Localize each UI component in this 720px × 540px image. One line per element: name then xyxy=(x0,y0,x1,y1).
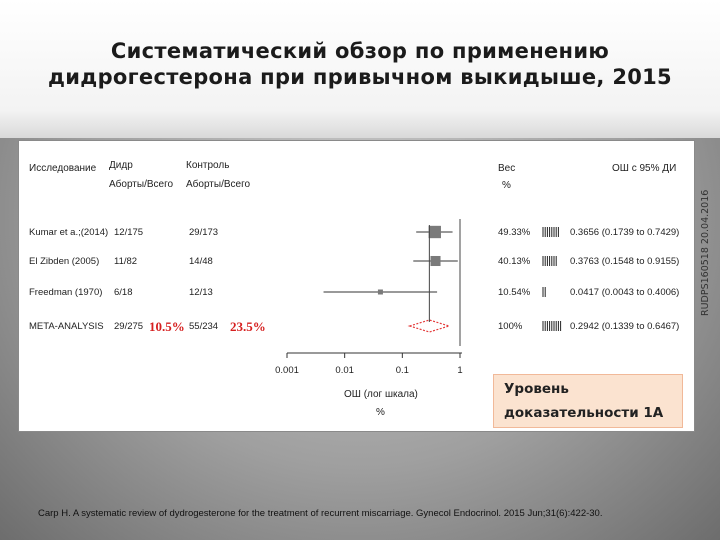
slide-title: Систематический обзор по применению дидр… xyxy=(0,38,720,90)
odds-ratio-ci: 0.2942 (0.1339 to 0.6467) xyxy=(570,321,679,332)
dydro-count: 12/175 xyxy=(114,227,143,238)
odds-ratio-ci: 0.0417 (0.0043 to 0.4006) xyxy=(570,287,679,298)
odds-ratio-ci: 0.3656 (0.1739 to 0.7429) xyxy=(570,227,679,238)
header-weight-1: Вес xyxy=(498,163,515,174)
watermark-code: RUDPS160518 20.04.2016 xyxy=(700,189,711,317)
study-weight: 100% xyxy=(498,321,523,332)
evidence-level-label: Уровень xyxy=(504,381,569,397)
study-name: Freedman (1970) xyxy=(29,287,102,298)
effect-marker xyxy=(430,255,441,267)
study-weight: 49.33% xyxy=(498,227,531,238)
evidence-level-box: Уровень доказательности 1А xyxy=(493,374,683,428)
evidence-level-value: доказательности 1А xyxy=(504,405,664,421)
effect-marker xyxy=(428,225,441,239)
control-count: 29/173 xyxy=(189,227,218,238)
header-control-2: Аборты/Всего xyxy=(186,178,251,190)
header-or-ci: ОШ с 95% ДИ xyxy=(612,163,676,174)
citation: Carp H. A systematic review of dydrogest… xyxy=(38,508,603,519)
control-count: 12/13 xyxy=(189,287,213,298)
odds-ratio-ci: 0.3763 (0.1548 to 0.9155) xyxy=(570,256,679,267)
header-control-1: Контроль xyxy=(186,160,229,171)
dydro-count: 11/82 xyxy=(114,256,137,267)
study-name: META-ANALYSIS xyxy=(29,321,104,332)
header-weight-2: % xyxy=(502,180,511,191)
header-dydro-1: Дидр xyxy=(109,160,133,171)
header-dydro-2: Аборты/Всего xyxy=(109,178,174,190)
x-tick-label: 0.01 xyxy=(335,365,354,376)
dydro-abortion-rate: 10.5% xyxy=(149,319,185,334)
control-count: 55/234 xyxy=(189,321,218,332)
control-abortion-rate: 23.5% xyxy=(230,319,266,334)
x-tick-label: 1 xyxy=(457,365,462,376)
title-band xyxy=(0,0,720,138)
control-count: 14/48 xyxy=(189,256,213,267)
x-tick-label: 0.001 xyxy=(275,365,299,376)
study-name: El Zibden (2005) xyxy=(29,256,99,267)
slide-title-line2: дидрогестерона при привычном выкидыше, 2… xyxy=(48,65,672,89)
header-study: Исследование xyxy=(29,163,97,174)
x-axis-label-unit: % xyxy=(376,407,385,418)
x-tick-label: 0.1 xyxy=(396,365,409,376)
forest-plot: Исследование Дидр Аборты/Всего Контроль … xyxy=(29,160,679,418)
study-weight: 40.13% xyxy=(498,256,531,267)
study-name: Kumar et a.;(2014) xyxy=(29,227,108,238)
effect-marker xyxy=(377,289,383,295)
slide-title-line1: Систематический обзор по применению xyxy=(110,39,610,63)
dydro-count: 29/275 xyxy=(114,321,143,332)
dydro-count: 6/18 xyxy=(114,287,133,298)
study-weight: 10.54% xyxy=(498,287,531,298)
x-axis-label: ОШ (лог шкала) xyxy=(344,389,418,400)
